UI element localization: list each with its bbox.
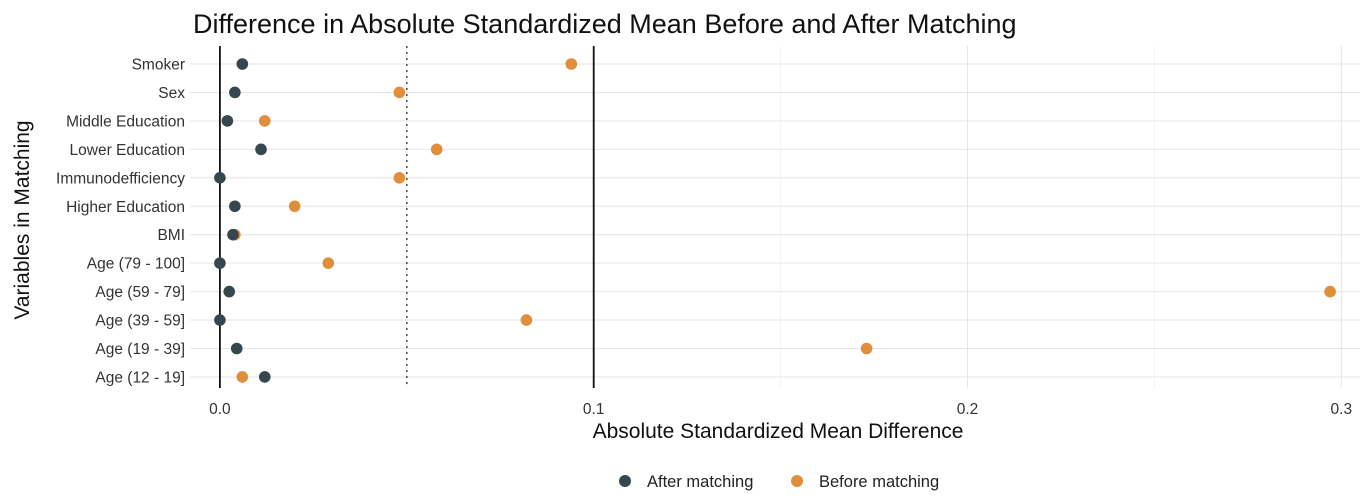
legend-item-before-matching: Before matching (791, 473, 939, 491)
y-tick-label-immunodefficiency: Immunodefficiency (56, 170, 185, 187)
x-axis-title: Absolute Standardized Mean Difference (593, 420, 964, 443)
point-after-matching-bmi (227, 228, 239, 241)
point-after-matching-age-12-19 (258, 371, 271, 383)
point-after-matching-age-19-39 (230, 342, 243, 355)
y-tick-label-middle-education: Middle Education (66, 113, 185, 130)
point-after-matching-age-59-79 (223, 285, 236, 298)
point-before-matching-age-39-59 (520, 314, 533, 326)
chart-title: Difference in Absolute Standardized Mean… (193, 9, 1017, 39)
legend-label-after-matching: After matching (647, 473, 753, 491)
point-before-matching-sex (393, 86, 406, 99)
point-before-matching-age-19-39 (860, 342, 873, 355)
point-before-matching-middle-education (258, 115, 271, 127)
x-tick-label-0-2: 0.2 (957, 401, 979, 418)
point-after-matching-sex (229, 86, 241, 99)
reference-lines (219, 46, 595, 388)
legend-label-before-matching: Before matching (819, 473, 939, 491)
legend-item-after-matching: After matching (619, 473, 753, 491)
legend-swatch-before-matching (791, 475, 803, 487)
point-before-matching-age-12-19 (236, 371, 249, 383)
y-tick-label-sex: Sex (158, 85, 185, 102)
point-after-matching-higher-education (229, 200, 241, 213)
x-tick-labels: 0.0 0.1 0.2 0.3 (209, 401, 1352, 418)
y-tick-labels: Smoker Sex Middle Education Lower Education… (56, 57, 185, 387)
grid (190, 46, 1360, 388)
y-tick-label-lower-education: Lower Education (70, 142, 185, 159)
point-after-matching-lower-education (255, 143, 267, 156)
y-tick-label-age-19-39: Age (19 - 39] (95, 341, 185, 358)
point-before-matching-smoker (565, 58, 578, 70)
y-axis-title: Variables in Matching (11, 120, 34, 319)
y-tick-label-age-79-100: Age (79 - 100] (87, 256, 185, 273)
y-tick-label-bmi: BMI (157, 227, 185, 244)
point-before-matching-age-59-79 (1324, 285, 1336, 298)
point-before-matching-higher-education (288, 200, 301, 213)
legend-swatch-after-matching (619, 475, 631, 487)
point-after-matching-smoker (236, 58, 249, 70)
y-tick-label-age-39-59: Age (39 - 59] (95, 313, 185, 330)
data-points (214, 58, 1336, 383)
y-tick-label-smoker: Smoker (132, 57, 185, 74)
point-after-matching-middle-education (221, 115, 234, 127)
y-tick-label-age-59-79: Age (59 - 79] (95, 284, 185, 301)
point-before-matching-immunodefficiency (393, 172, 406, 184)
point-after-matching-immunodefficiency (214, 172, 226, 184)
point-before-matching-lower-education (430, 143, 443, 156)
point-after-matching-age-79-100 (214, 257, 226, 269)
x-tick-label-0-1: 0.1 (583, 401, 605, 418)
x-tick-label-0-3: 0.3 (1331, 401, 1353, 418)
point-after-matching-age-39-59 (214, 314, 226, 326)
y-tick-label-age-12-19: Age (12 - 19] (95, 369, 185, 386)
legend: After matching Before matching (619, 473, 939, 491)
x-tick-label-0-0: 0.0 (209, 401, 231, 418)
point-before-matching-age-79-100 (322, 257, 335, 269)
y-tick-label-higher-education: Higher Education (66, 199, 185, 216)
